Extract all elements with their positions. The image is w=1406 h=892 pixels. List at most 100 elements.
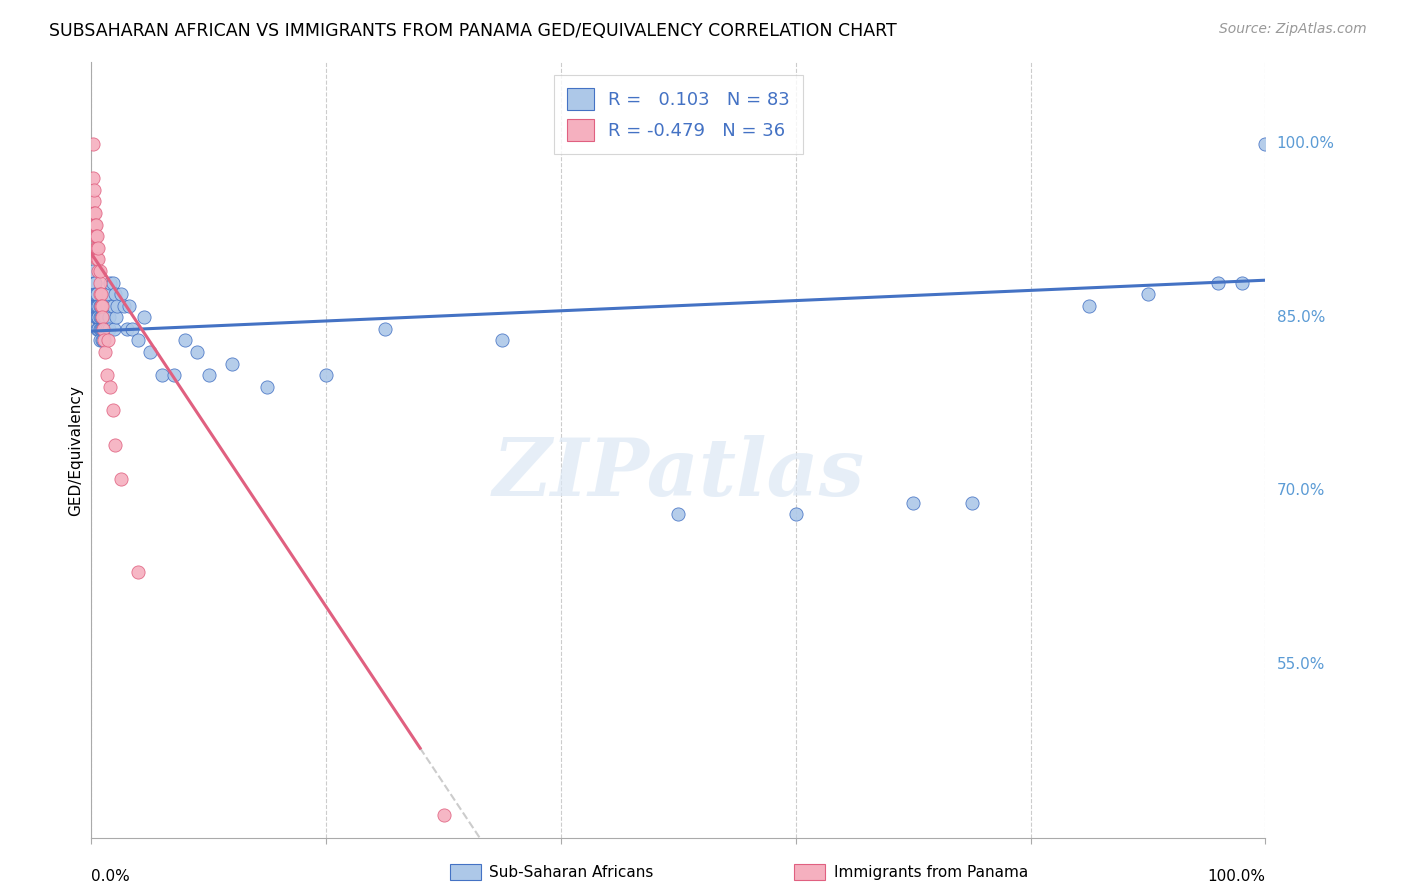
Point (127, 565, 149, 579)
Point (93, 310, 115, 325)
Text: 100.0%: 100.0% (1208, 869, 1265, 884)
Point (82, 276, 104, 290)
Point (91, 299, 114, 313)
Point (1254, 136, 1277, 151)
Point (101, 403, 124, 417)
Point (82, 264, 104, 278)
Point (901, 495, 924, 509)
Text: 0.0%: 0.0% (91, 869, 131, 884)
Y-axis label: GED/Equivalency: GED/Equivalency (67, 385, 83, 516)
Text: 70.0%: 70.0% (1277, 483, 1324, 499)
Point (84, 218, 107, 232)
Point (1208, 276, 1230, 290)
Text: 85.0%: 85.0% (1277, 310, 1324, 325)
Point (83, 183, 105, 197)
Point (93, 322, 115, 336)
Point (86, 252, 108, 267)
Point (84, 299, 107, 313)
Point (110, 287, 132, 301)
Legend: R =   0.103   N = 83, R = -0.479   N = 36: R = 0.103 N = 83, R = -0.479 N = 36 (554, 75, 803, 153)
Point (82, 287, 104, 301)
Point (91, 310, 114, 325)
Point (89, 310, 111, 325)
Point (87, 264, 110, 278)
Point (96, 368, 118, 383)
Point (103, 322, 125, 336)
Text: Source: ZipAtlas.com: Source: ZipAtlas.com (1219, 22, 1367, 37)
Point (91, 322, 114, 336)
Point (1230, 276, 1253, 290)
Point (86, 299, 108, 313)
Text: ZIPatlas: ZIPatlas (492, 435, 865, 513)
Point (84, 218, 107, 232)
Point (82, 136, 104, 151)
Point (118, 299, 141, 313)
Text: SUBSAHARAN AFRICAN VS IMMIGRANTS FROM PANAMA GED/EQUIVALENCY CORRELATION CHART: SUBSAHARAN AFRICAN VS IMMIGRANTS FROM PA… (49, 22, 897, 40)
Point (197, 368, 219, 383)
Point (101, 299, 124, 313)
Point (960, 495, 983, 509)
Point (221, 357, 243, 371)
Point (785, 507, 807, 521)
Point (91, 334, 114, 348)
Point (83, 299, 105, 313)
Point (112, 299, 135, 313)
Point (84, 287, 107, 301)
Point (84, 229, 107, 244)
Point (87, 310, 110, 325)
Point (104, 287, 127, 301)
Point (84, 229, 107, 244)
Point (105, 310, 128, 325)
Point (91, 299, 114, 313)
Point (127, 334, 149, 348)
Point (83, 287, 105, 301)
Point (94, 322, 117, 336)
Point (97, 287, 120, 301)
Point (1078, 299, 1101, 313)
Point (89, 264, 111, 278)
Point (96, 322, 118, 336)
Point (98, 322, 121, 336)
Point (101, 276, 124, 290)
Point (87, 241, 110, 255)
Point (100, 299, 122, 313)
Point (89, 334, 111, 348)
Point (90, 322, 112, 336)
Point (93, 334, 115, 348)
Point (89, 299, 111, 313)
Point (84, 310, 107, 325)
Point (94, 310, 117, 325)
Point (104, 438, 127, 452)
Point (89, 276, 111, 290)
Point (1136, 287, 1159, 301)
Point (432, 808, 454, 822)
Point (86, 287, 108, 301)
Point (87, 310, 110, 325)
Point (90, 299, 112, 313)
Point (83, 276, 105, 290)
Point (98, 310, 121, 325)
Point (89, 322, 111, 336)
Point (90, 299, 112, 313)
Point (315, 368, 337, 383)
Point (174, 334, 197, 348)
Point (96, 299, 118, 313)
Point (86, 299, 108, 313)
Point (105, 299, 128, 313)
Point (84, 299, 107, 313)
Point (91, 310, 114, 325)
Point (90, 310, 112, 325)
Point (83, 299, 105, 313)
Point (186, 345, 208, 359)
Point (84, 310, 107, 325)
Point (134, 310, 156, 325)
Point (91, 310, 114, 325)
Text: Immigrants from Panama: Immigrants from Panama (834, 865, 1028, 880)
Point (139, 345, 162, 359)
Point (86, 241, 108, 255)
Point (83, 206, 105, 220)
Point (83, 194, 105, 209)
Point (91, 322, 114, 336)
Point (666, 507, 689, 521)
Point (256, 380, 278, 394)
